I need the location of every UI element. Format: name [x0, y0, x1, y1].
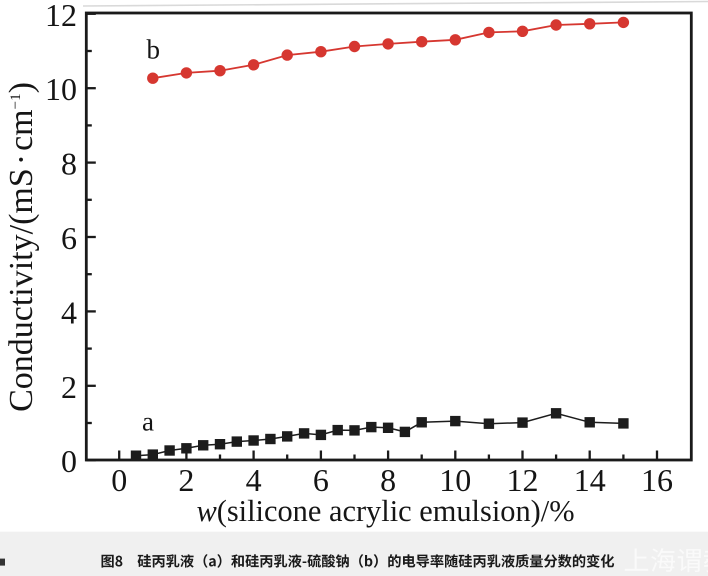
svg-text:0: 0	[111, 462, 127, 498]
svg-text:4: 4	[246, 462, 262, 498]
svg-text:2: 2	[178, 462, 194, 498]
svg-text:12: 12	[507, 462, 539, 498]
svg-text:10: 10	[45, 71, 77, 107]
svg-text:4: 4	[61, 294, 77, 330]
svg-text:a: a	[142, 407, 154, 437]
svg-text:8: 8	[380, 462, 396, 498]
svg-text:16: 16	[641, 462, 673, 498]
svg-text:14: 14	[574, 462, 606, 498]
svg-text:Conductivity/(mS·cm−1): Conductivity/(mS·cm−1)	[3, 82, 40, 412]
svg-text:6: 6	[313, 462, 329, 498]
svg-text:8: 8	[61, 146, 77, 182]
svg-text:6: 6	[61, 220, 77, 256]
svg-text:0: 0	[61, 443, 77, 479]
svg-text:w(silicone acrylic emulsion)/%: w(silicone acrylic emulsion)/%	[196, 494, 574, 528]
svg-text:b: b	[147, 34, 161, 64]
svg-text:12: 12	[45, 0, 77, 33]
svg-text:2: 2	[61, 369, 77, 405]
svg-text:10: 10	[439, 462, 471, 498]
